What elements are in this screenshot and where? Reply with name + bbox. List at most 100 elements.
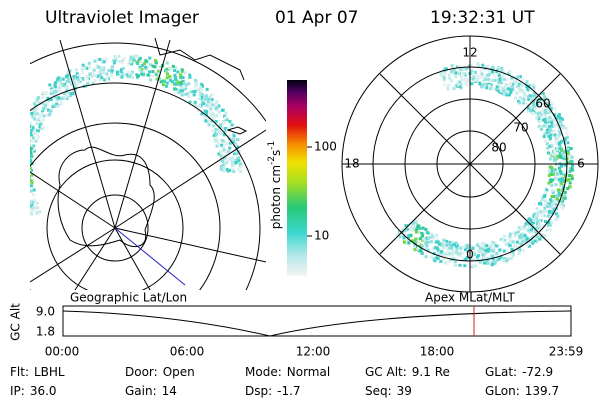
aurora-pixel bbox=[446, 251, 450, 255]
aurora-pixel bbox=[143, 67, 147, 71]
aurora-pixel bbox=[140, 70, 144, 73]
aurora-pixel bbox=[31, 126, 35, 130]
aurora-pixel bbox=[454, 251, 458, 255]
aurora-pixel bbox=[148, 70, 152, 74]
aurora-pixel bbox=[552, 195, 556, 198]
aurora-pixel bbox=[15, 142, 18, 145]
aurora-pixel bbox=[24, 165, 27, 168]
aurora-pixel bbox=[72, 89, 76, 93]
aurora-pixel bbox=[555, 177, 559, 181]
aurora-pixel bbox=[22, 199, 25, 202]
aurora-pixel bbox=[561, 184, 565, 188]
aurora-pixel bbox=[507, 257, 511, 261]
aurora-pixel bbox=[470, 82, 474, 86]
aurora-pixel bbox=[563, 174, 567, 178]
aurora-pixel bbox=[223, 129, 227, 133]
aurora-pixel bbox=[24, 141, 27, 144]
aurora-pixel bbox=[500, 66, 504, 70]
aurora-pixel bbox=[211, 103, 215, 107]
aurora-pixel bbox=[505, 258, 509, 262]
aurora-pixel bbox=[58, 82, 61, 86]
aurora-pixel bbox=[30, 162, 31, 166]
aurora-pixel bbox=[509, 81, 513, 85]
aurora-pixel bbox=[30, 206, 31, 210]
aurora-pixel bbox=[75, 68, 78, 72]
aurora-pixel bbox=[459, 249, 463, 253]
aurora-pixel bbox=[404, 224, 408, 228]
mlt-label: 18 bbox=[344, 157, 359, 171]
aurora-pixel bbox=[493, 241, 497, 245]
aurora-pixel bbox=[502, 92, 506, 96]
aurora-pixel bbox=[38, 210, 42, 214]
aurora-pixel bbox=[548, 118, 552, 122]
aurora-pixel bbox=[215, 114, 219, 118]
aurora-pixel bbox=[499, 87, 503, 91]
aurora-pixel bbox=[51, 105, 55, 109]
status-key: IP: bbox=[10, 384, 25, 398]
aurora-pixel bbox=[424, 242, 428, 246]
aurora-pixel bbox=[509, 90, 513, 94]
aurora-pixel bbox=[30, 203, 34, 207]
aurora-pixel bbox=[527, 244, 531, 248]
aurora-pixel bbox=[17, 204, 20, 207]
aurora-pixel bbox=[21, 179, 24, 182]
aurora-pixel bbox=[24, 183, 27, 186]
aurora-pixel bbox=[215, 133, 219, 137]
aurora-pixel bbox=[55, 99, 59, 103]
aurora-pixel bbox=[215, 100, 219, 104]
aurora-pixel bbox=[35, 201, 39, 205]
aurora-pixel bbox=[223, 141, 227, 145]
aurora-pixel bbox=[517, 85, 521, 89]
aurora-pixel bbox=[537, 222, 541, 226]
aurora-pixel bbox=[30, 173, 34, 177]
aurora-pixel bbox=[179, 89, 183, 93]
aurora-pixel bbox=[513, 97, 517, 101]
aurora-pixel bbox=[205, 110, 209, 113]
aurora-pixel bbox=[148, 56, 152, 60]
aurora-pixel bbox=[515, 240, 519, 244]
aurora-pixel bbox=[527, 84, 531, 88]
aurora-pixel bbox=[27, 137, 30, 140]
aurora-pixel bbox=[60, 97, 64, 101]
aurora-pixel bbox=[25, 217, 28, 220]
aurora-pixel bbox=[105, 77, 109, 81]
status-item: Mode: Normal bbox=[245, 365, 330, 379]
aurora-pixel bbox=[35, 112, 39, 116]
aurora-pixel bbox=[18, 188, 21, 191]
aurora-pixel bbox=[214, 140, 218, 143]
aurora-pixel bbox=[398, 235, 402, 239]
aurora-pixel bbox=[75, 72, 79, 76]
aurora-pixel bbox=[26, 204, 29, 207]
aurora-pixel bbox=[406, 227, 410, 231]
aurora-pixel bbox=[481, 253, 485, 257]
aurora-pixel bbox=[473, 264, 477, 268]
aurora-pixel bbox=[213, 136, 217, 140]
aurora-pixel bbox=[448, 76, 452, 80]
aurora-pixel bbox=[118, 60, 122, 64]
aurora-pixel bbox=[117, 54, 121, 58]
aurora-pixel bbox=[546, 146, 550, 150]
aurora-pixel bbox=[125, 73, 129, 77]
aurora-pixel bbox=[24, 197, 27, 200]
aurora-pixel bbox=[234, 149, 238, 153]
aurora-pixel bbox=[15, 177, 18, 180]
aurora-pixel bbox=[228, 119, 232, 123]
aurora-pixel bbox=[535, 207, 539, 211]
aurora-pixel bbox=[539, 200, 543, 204]
aurora-pixel bbox=[535, 94, 539, 98]
aurora-pixel bbox=[198, 91, 202, 95]
aurora-pixel bbox=[470, 69, 474, 73]
aurora-pixel bbox=[456, 253, 460, 257]
aurora-pixel bbox=[21, 156, 24, 159]
aurora-pixel bbox=[480, 72, 484, 76]
aurora-pixel bbox=[23, 159, 26, 162]
aurora-pixel bbox=[213, 138, 217, 142]
aurora-pixel bbox=[22, 189, 25, 192]
aurora-pixel bbox=[560, 126, 564, 130]
aurora-pixel bbox=[30, 160, 32, 164]
aurora-pixel bbox=[550, 189, 554, 193]
aurora-pixel bbox=[39, 99, 42, 103]
aurora-pixel bbox=[17, 195, 20, 198]
aurora-pixel bbox=[535, 116, 539, 120]
